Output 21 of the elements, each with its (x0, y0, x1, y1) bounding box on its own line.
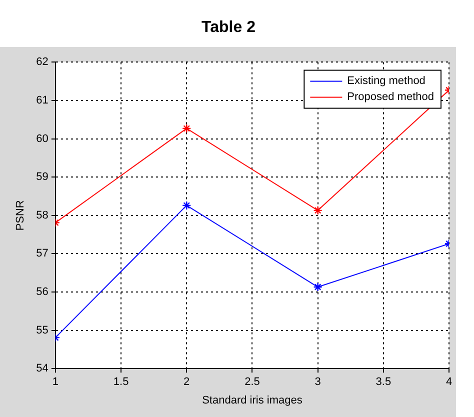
chart-title: Table 2 (202, 19, 256, 36)
y-tick-label: 59 (36, 171, 48, 184)
x-tick-label: 2 (184, 376, 190, 388)
x-tick-label: 1.5 (113, 376, 129, 388)
y-tick-label: 56 (36, 286, 48, 298)
y-tick-label: 62 (36, 56, 48, 68)
y-tick-label: 58 (36, 209, 48, 222)
x-tick-label: 1 (52, 376, 58, 388)
y-axis-title: PSNR (14, 200, 27, 231)
y-tick-label: 60 (36, 132, 48, 145)
x-tick-label: 2.5 (244, 376, 260, 388)
x-tick-label: 3.5 (376, 376, 392, 388)
y-tick-label: 54 (36, 362, 48, 375)
x-tick-label: 3 (314, 376, 321, 388)
y-tick-label: 55 (36, 324, 48, 336)
x-axis-title: Standard iris images (202, 394, 303, 406)
x-tick-label: 4 (446, 376, 452, 388)
legend-label: Existing method (347, 75, 426, 88)
legend-label: Proposed method (347, 91, 434, 104)
y-tick-label: 61 (36, 94, 48, 107)
y-tick-label: 57 (36, 248, 48, 260)
